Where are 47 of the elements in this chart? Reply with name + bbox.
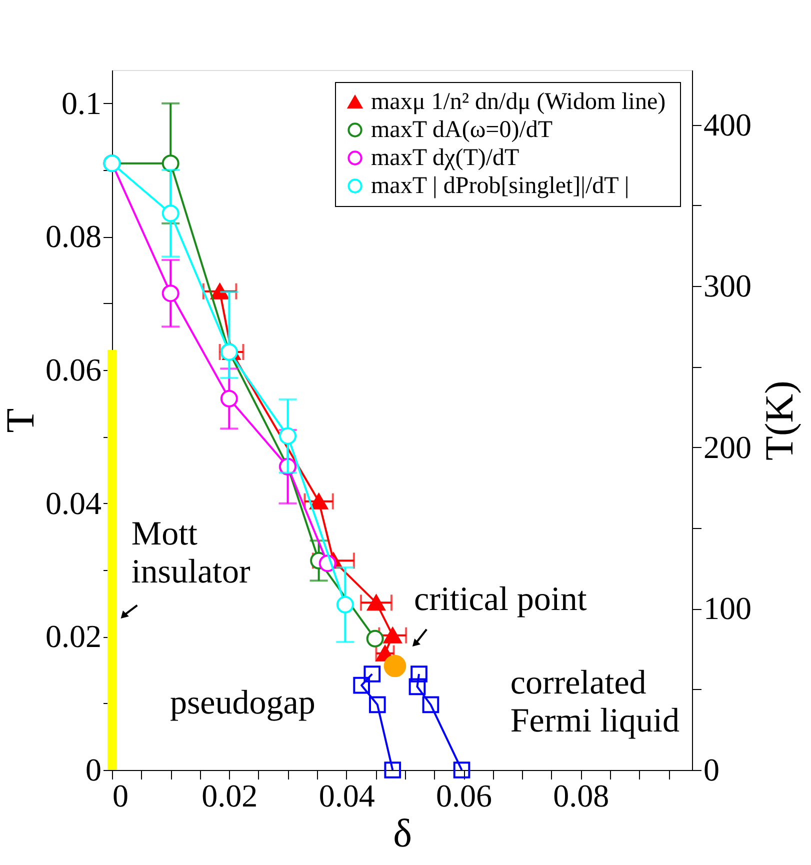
legend-label: maxT dA(ω=0)/dT	[371, 117, 553, 143]
y2-tick-label: 200	[704, 428, 752, 465]
point	[279, 427, 297, 445]
y-tick-label: 0.04	[46, 484, 102, 521]
y2-tick-label: 0	[704, 752, 720, 788]
y-tick-label: 0.06	[46, 352, 102, 388]
point	[336, 596, 354, 614]
legend-label: maxT dχ(T)/dT	[371, 145, 520, 171]
point	[210, 283, 229, 300]
y2-tick-label: 300	[704, 268, 752, 304]
point	[310, 493, 328, 510]
y2-tick-label: 100	[704, 590, 752, 626]
point	[366, 630, 384, 648]
point	[162, 154, 180, 172]
y-tick-label: 0.08	[46, 218, 102, 254]
point	[384, 627, 402, 644]
point	[220, 390, 238, 408]
point	[384, 654, 406, 678]
annotation: critical point	[414, 581, 588, 618]
legend-label: maxμ 1/n² dn/dμ (Widom line)	[371, 89, 666, 115]
y2-axis-title: T(K)	[756, 380, 802, 460]
point	[384, 762, 402, 778]
point	[364, 666, 381, 682]
legend-label: maxT | dProb[singlet]|/dT |	[371, 173, 630, 199]
annotation: correlated Fermi liquid	[510, 664, 680, 740]
x-tick-label: 0	[112, 778, 128, 814]
point	[162, 284, 180, 302]
point	[410, 666, 428, 682]
x-tick-label: 0.06	[436, 778, 492, 814]
x-tick-label: 0.02	[202, 778, 258, 814]
point	[368, 696, 386, 714]
point	[453, 762, 470, 778]
x-tick-label: 0.04	[318, 778, 375, 814]
annotation: Mott insulator	[131, 515, 251, 590]
y-tick-label: 0.02	[46, 618, 102, 654]
y2-tick-label: 400	[704, 106, 752, 142]
y-tick-label: 0.1	[62, 84, 102, 121]
point	[162, 204, 180, 222]
x-axis-title: δ	[393, 810, 412, 856]
annotation: pseudogap	[170, 684, 316, 722]
point	[408, 678, 426, 696]
point	[422, 696, 440, 714]
x-tick-label: 0.08	[553, 778, 610, 814]
point	[367, 594, 386, 611]
point	[353, 676, 370, 694]
y-tick-label: 0	[86, 752, 102, 788]
y-axis-title: T	[0, 408, 42, 433]
